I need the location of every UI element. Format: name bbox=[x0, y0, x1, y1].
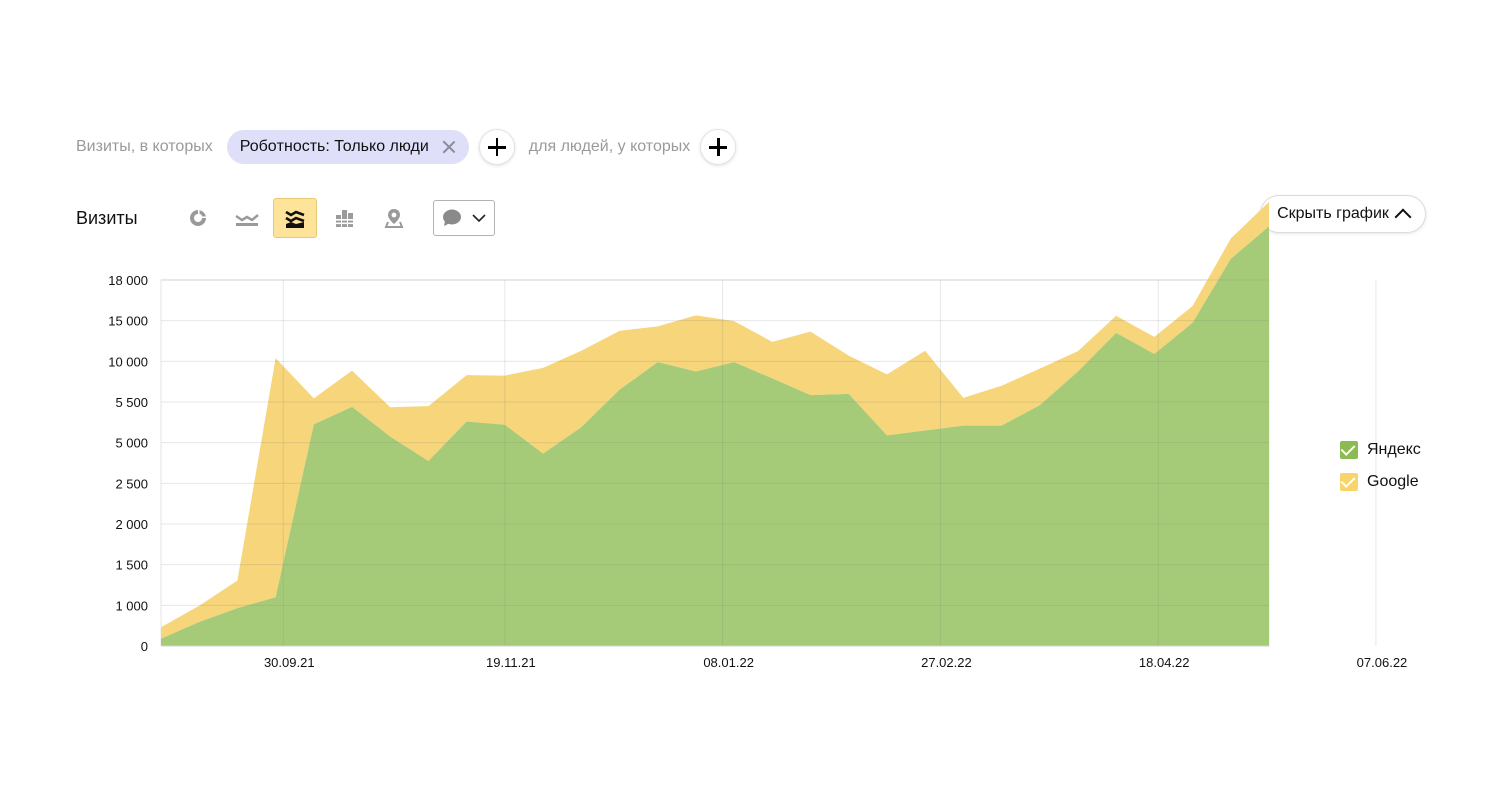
series-area-google bbox=[161, 201, 1269, 639]
add-visit-condition-button[interactable] bbox=[478, 129, 515, 165]
x-tick-label: 18.04.22 bbox=[1139, 655, 1190, 670]
x-tick-label: 08.01.22 bbox=[703, 655, 754, 670]
map-pin-icon bbox=[384, 209, 404, 228]
y-tick-label: 5 500 bbox=[115, 395, 148, 410]
stacked-area-icon bbox=[285, 210, 305, 228]
series-area-yandex bbox=[161, 226, 1269, 646]
annotations-dropdown[interactable] bbox=[433, 200, 495, 236]
chart-toolbar: Визиты bbox=[76, 195, 1436, 238]
visits-filter-label: Визиты, в которых bbox=[76, 138, 213, 155]
legend-label-google: Google bbox=[1367, 473, 1419, 490]
chevron-down-icon bbox=[472, 214, 486, 223]
legend-checkbox-yandex[interactable] bbox=[1340, 441, 1358, 459]
y-tick-label: 2 500 bbox=[115, 476, 148, 491]
map-button[interactable] bbox=[372, 198, 416, 238]
x-tick-label: 30.09.21 bbox=[264, 655, 315, 670]
hide-chart-button[interactable]: Скрыть график bbox=[1260, 195, 1426, 233]
legend-checkbox-google[interactable] bbox=[1340, 473, 1358, 491]
column-chart-button[interactable] bbox=[323, 198, 367, 238]
chart-legend: Яндекс Google bbox=[1340, 434, 1421, 498]
y-tick-label: 10 000 bbox=[108, 354, 148, 369]
hide-chart-label: Скрыть график bbox=[1277, 205, 1389, 222]
legend-item-yandex[interactable]: Яндекс bbox=[1340, 434, 1421, 466]
stacked-area-button[interactable] bbox=[273, 198, 317, 238]
pie-chart-icon bbox=[190, 210, 206, 226]
legend-label-yandex: Яндекс bbox=[1367, 441, 1421, 458]
robotness-filter-label: Робoтность: Только люди bbox=[239, 138, 429, 155]
segment-filter-row: Визиты, в которых Робoтность: Только люд… bbox=[76, 129, 737, 165]
pie-chart-button[interactable] bbox=[176, 198, 220, 238]
y-tick-label: 1 500 bbox=[115, 558, 148, 573]
x-tick-label: 07.06.22 bbox=[1357, 655, 1408, 670]
speech-bubble-icon bbox=[443, 209, 461, 226]
x-tick-label: 19.11.21 bbox=[486, 655, 536, 670]
add-people-condition-button[interactable] bbox=[700, 129, 737, 165]
x-tick-label: 27.02.22 bbox=[921, 655, 972, 670]
y-tick-label: 15 000 bbox=[108, 314, 148, 329]
y-tick-label: 18 000 bbox=[108, 273, 148, 288]
robotness-filter-chip[interactable]: Робoтность: Только люди bbox=[226, 130, 469, 164]
y-tick-label: 5 000 bbox=[115, 436, 148, 451]
y-tick-label: 1 000 bbox=[115, 598, 148, 613]
line-chart-button[interactable] bbox=[225, 198, 269, 238]
people-filter-label: для людей, у которых bbox=[528, 138, 691, 155]
column-chart-icon bbox=[336, 210, 353, 227]
legend-item-google[interactable]: Google bbox=[1340, 466, 1421, 498]
line-chart-icon bbox=[235, 214, 259, 226]
metric-title: Визиты bbox=[76, 208, 138, 228]
y-tick-label: 0 bbox=[141, 639, 148, 654]
y-tick-label: 2 000 bbox=[115, 517, 148, 532]
